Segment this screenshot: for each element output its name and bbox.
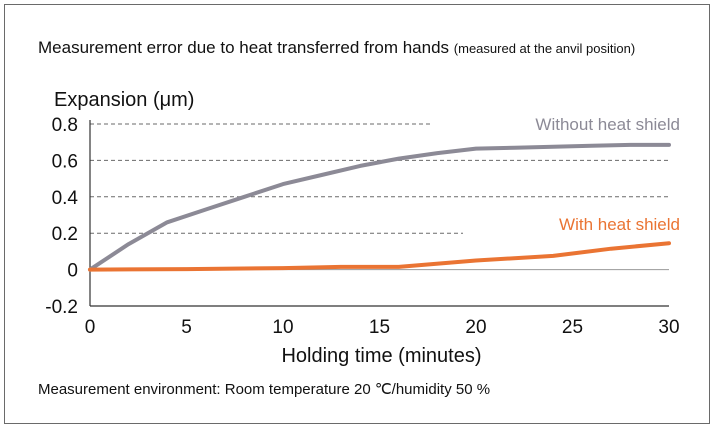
x-tick-label: 5 — [181, 317, 192, 338]
y-axis-label: Expansion (μm) — [54, 89, 194, 111]
y-tick-label: 0.6 — [52, 151, 78, 172]
measurement-environment-note: Measurement environment: Room temperatur… — [38, 381, 491, 398]
series-line-0 — [88, 142, 671, 272]
chart-title-main: Measurement error due to heat transferre… — [38, 38, 450, 57]
y-tick-label: 0.2 — [52, 224, 78, 245]
series-label-1: With heat shield — [559, 215, 680, 234]
chart-frame — [4, 4, 710, 424]
x-tick-label: 30 — [658, 317, 679, 338]
y-tick-label: 0.8 — [52, 115, 78, 136]
tick-labels: 0.8 0.6 0.4 0.2 0 -0.2 0 5 10 15 20 25 30 — [45, 115, 679, 338]
series-line-1 — [88, 241, 671, 272]
axes — [89, 120, 669, 307]
series-labels: Without heat shield With heat shield — [535, 115, 680, 234]
chart-title-note: (measured at the anvil position) — [453, 41, 636, 56]
series-lines — [88, 142, 671, 272]
x-tick-label: 15 — [369, 317, 390, 338]
y-tick-label: 0 — [67, 261, 78, 282]
x-axis-label: Holding time (minutes) — [281, 345, 481, 367]
chart-title: Measurement error due to heat transferre… — [38, 38, 635, 58]
y-tick-label: 0.4 — [52, 188, 79, 209]
x-tick-label: 0 — [85, 317, 96, 338]
x-tick-label: 20 — [465, 317, 486, 338]
y-tick-label: -0.2 — [45, 297, 78, 318]
series-label-0: Without heat shield — [535, 115, 680, 134]
x-tick-label: 10 — [272, 317, 293, 338]
x-tick-label: 25 — [562, 317, 583, 338]
